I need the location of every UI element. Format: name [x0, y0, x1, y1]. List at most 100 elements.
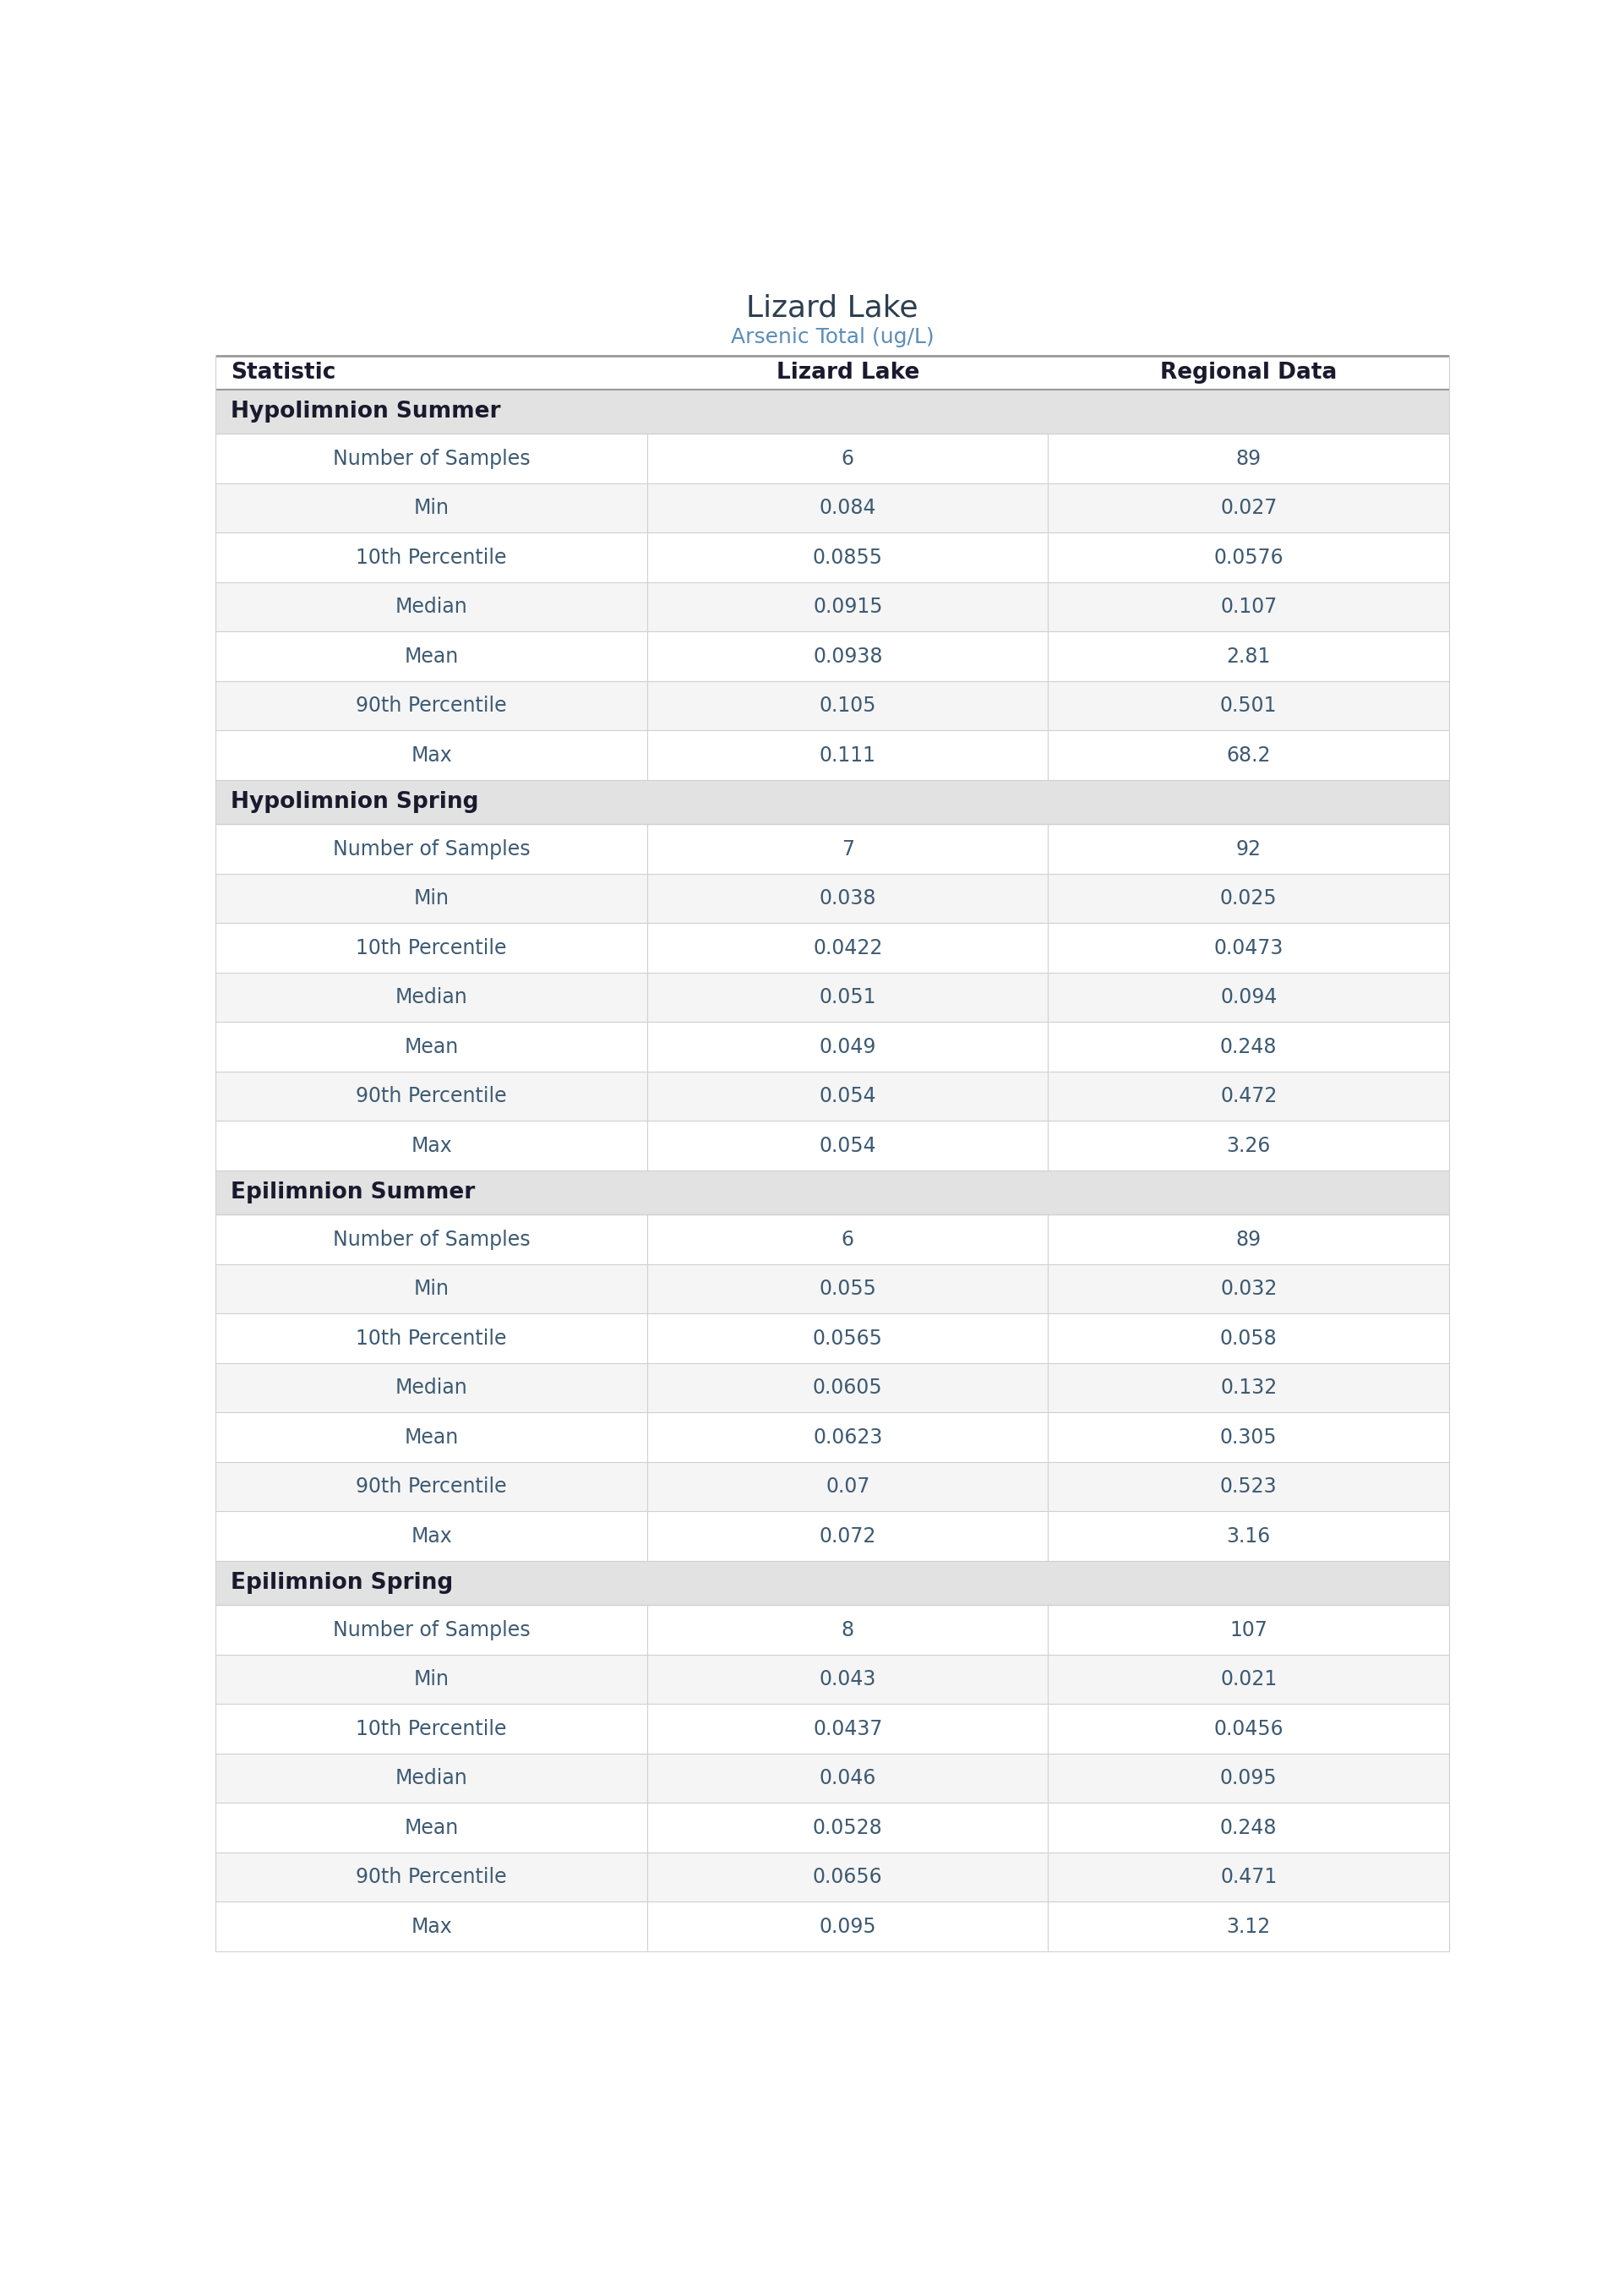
- Bar: [216, 581, 1449, 631]
- Text: 0.0528: 0.0528: [812, 1818, 883, 1839]
- Text: 0.046: 0.046: [818, 1768, 877, 1789]
- Text: 0.0437: 0.0437: [814, 1718, 882, 1739]
- Text: 0.523: 0.523: [1220, 1476, 1276, 1496]
- Bar: [216, 533, 1449, 581]
- Text: 8: 8: [841, 1621, 854, 1639]
- Text: 0.051: 0.051: [818, 987, 877, 1008]
- Text: Mean: Mean: [404, 1818, 458, 1839]
- Text: Hypolimnion Spring: Hypolimnion Spring: [231, 792, 479, 813]
- Bar: [216, 1512, 1449, 1562]
- Text: 10th Percentile: 10th Percentile: [356, 547, 507, 568]
- Bar: [216, 484, 1449, 533]
- Bar: [216, 1314, 1449, 1362]
- Text: Number of Samples: Number of Samples: [333, 1621, 529, 1639]
- Text: Mean: Mean: [404, 1428, 458, 1448]
- Text: Min: Min: [414, 1668, 450, 1689]
- Bar: [216, 1362, 1449, 1412]
- Text: 6: 6: [841, 1230, 854, 1249]
- Bar: [216, 1902, 1449, 1952]
- Text: 0.248: 0.248: [1220, 1037, 1276, 1058]
- Text: 92: 92: [1236, 840, 1262, 858]
- Text: 0.094: 0.094: [1220, 987, 1276, 1008]
- Bar: [216, 731, 1449, 781]
- Text: Max: Max: [411, 1135, 451, 1155]
- Text: 0.0938: 0.0938: [814, 647, 882, 667]
- Text: 0.501: 0.501: [1220, 695, 1276, 715]
- Text: Median: Median: [395, 987, 468, 1008]
- Text: 3.16: 3.16: [1226, 1525, 1270, 1546]
- Bar: [216, 1802, 1449, 1852]
- Text: Regional Data: Regional Data: [1160, 361, 1337, 384]
- Text: 0.084: 0.084: [818, 497, 877, 518]
- Text: 0.055: 0.055: [818, 1278, 877, 1298]
- Text: 10th Percentile: 10th Percentile: [356, 938, 507, 958]
- Text: 7: 7: [841, 840, 854, 858]
- Bar: [216, 972, 1449, 1022]
- Text: 90th Percentile: 90th Percentile: [356, 1085, 507, 1105]
- Bar: [216, 824, 1449, 874]
- Bar: [216, 1121, 1449, 1171]
- Text: 0.027: 0.027: [1220, 497, 1276, 518]
- Text: Median: Median: [395, 597, 468, 617]
- Bar: [216, 1022, 1449, 1071]
- Text: 68.2: 68.2: [1226, 745, 1270, 765]
- Text: Max: Max: [411, 1916, 451, 1936]
- Bar: [216, 1412, 1449, 1462]
- Bar: [216, 1462, 1449, 1512]
- Text: 90th Percentile: 90th Percentile: [356, 695, 507, 715]
- Text: 0.0565: 0.0565: [812, 1328, 883, 1348]
- Text: 0.054: 0.054: [818, 1085, 877, 1105]
- Text: 0.111: 0.111: [820, 745, 875, 765]
- Text: Min: Min: [414, 497, 450, 518]
- Text: 0.058: 0.058: [1220, 1328, 1276, 1348]
- Text: Hypolimnion Summer: Hypolimnion Summer: [231, 402, 500, 422]
- Text: 0.07: 0.07: [825, 1476, 870, 1496]
- Bar: [216, 1264, 1449, 1314]
- Bar: [216, 781, 1449, 824]
- Bar: [216, 390, 1449, 434]
- Text: 0.043: 0.043: [818, 1668, 877, 1689]
- Text: Number of Samples: Number of Samples: [333, 449, 529, 468]
- Text: 0.0915: 0.0915: [814, 597, 882, 617]
- Text: 0.038: 0.038: [818, 888, 877, 908]
- Text: 2.81: 2.81: [1226, 647, 1270, 667]
- Text: 0.072: 0.072: [818, 1525, 877, 1546]
- Text: Max: Max: [411, 745, 451, 765]
- Text: 0.0605: 0.0605: [812, 1378, 882, 1398]
- Text: Median: Median: [395, 1768, 468, 1789]
- Bar: [216, 874, 1449, 924]
- Text: Number of Samples: Number of Samples: [333, 1230, 529, 1249]
- Text: 0.472: 0.472: [1220, 1085, 1276, 1105]
- Bar: [216, 1562, 1449, 1605]
- Text: 0.105: 0.105: [818, 695, 877, 715]
- Text: 6: 6: [841, 449, 854, 468]
- Bar: [216, 1852, 1449, 1902]
- Text: 90th Percentile: 90th Percentile: [356, 1476, 507, 1496]
- Text: Min: Min: [414, 1278, 450, 1298]
- Text: Mean: Mean: [404, 647, 458, 667]
- Text: 90th Percentile: 90th Percentile: [356, 1866, 507, 1886]
- Bar: [216, 1171, 1449, 1214]
- Text: 0.0656: 0.0656: [812, 1866, 882, 1886]
- Text: 89: 89: [1236, 1230, 1262, 1249]
- Text: 0.305: 0.305: [1220, 1428, 1276, 1448]
- Text: 3.12: 3.12: [1226, 1916, 1270, 1936]
- Text: 0.049: 0.049: [818, 1037, 877, 1058]
- Text: Lizard Lake: Lizard Lake: [776, 361, 919, 384]
- Text: Mean: Mean: [404, 1037, 458, 1058]
- Text: 107: 107: [1229, 1621, 1268, 1639]
- Text: 0.032: 0.032: [1220, 1278, 1276, 1298]
- Bar: [216, 1214, 1449, 1264]
- Bar: [216, 356, 1449, 390]
- Text: 0.095: 0.095: [1220, 1768, 1276, 1789]
- Text: 0.471: 0.471: [1220, 1866, 1276, 1886]
- Text: Statistic: Statistic: [231, 361, 336, 384]
- Bar: [216, 1752, 1449, 1802]
- Text: 89: 89: [1236, 449, 1262, 468]
- Bar: [216, 681, 1449, 731]
- Text: 3.26: 3.26: [1226, 1135, 1270, 1155]
- Text: Epilimnion Summer: Epilimnion Summer: [231, 1183, 476, 1203]
- Text: Median: Median: [395, 1378, 468, 1398]
- Text: 0.0422: 0.0422: [814, 938, 882, 958]
- Text: Epilimnion Spring: Epilimnion Spring: [231, 1573, 453, 1594]
